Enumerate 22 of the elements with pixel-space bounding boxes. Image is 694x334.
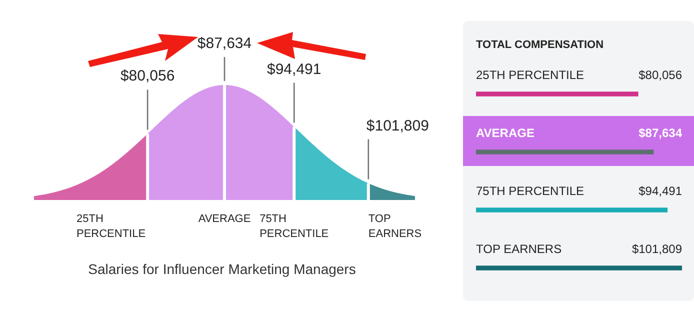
- data-label: $87,634: [638, 126, 682, 140]
- data-label: $94,491: [638, 184, 682, 198]
- category-label: AVERAGE: [198, 213, 251, 225]
- bar: [476, 266, 682, 270]
- data-label: $101,809: [632, 242, 682, 256]
- data-label: $94,491: [266, 60, 322, 78]
- y-tick-label: 25TH PERCENTILE: [476, 68, 584, 82]
- data-label: $80,056: [120, 68, 175, 85]
- bar: [476, 150, 654, 154]
- data-label: $87,634: [197, 35, 252, 52]
- data-label: $101,809: [366, 117, 429, 134]
- category-label: TOP EARNERS: [368, 213, 422, 240]
- chart-title: TOTAL COMPENSATION: [476, 39, 604, 51]
- y-tick-label: 75TH PERCENTILE: [476, 184, 584, 198]
- bar: [476, 208, 668, 212]
- y-tick-label: TOP EARNERS: [476, 242, 562, 256]
- category-label: 25TH PERCENTILE: [76, 213, 146, 240]
- bar: [476, 92, 638, 96]
- y-tick-label: AVERAGE: [476, 126, 534, 140]
- text: Salaries for Influencer Marketing Managers: [88, 261, 356, 277]
- data-label: $80,056: [638, 68, 682, 82]
- category-label: 75TH PERCENTILE: [260, 213, 329, 240]
